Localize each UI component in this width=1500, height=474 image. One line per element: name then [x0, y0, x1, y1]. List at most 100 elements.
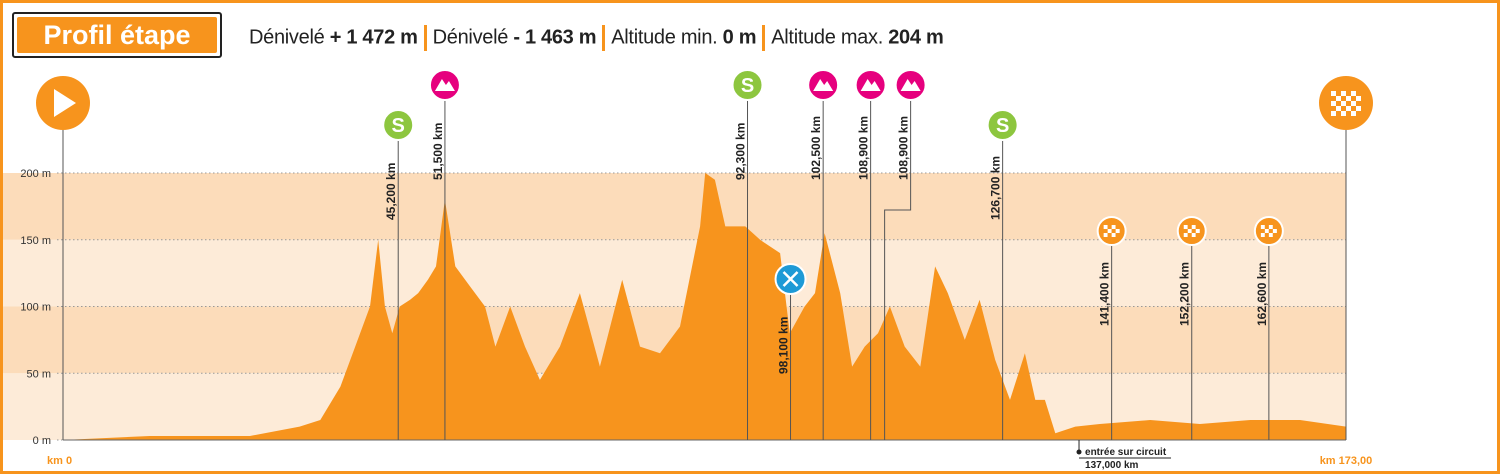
checker	[1351, 111, 1356, 116]
mountain-glyph	[813, 79, 834, 91]
icon-sprint	[382, 109, 415, 141]
stat-label: Altitude max.	[771, 26, 883, 49]
checker	[1268, 233, 1273, 237]
food-glyph	[782, 271, 799, 287]
checker	[1187, 229, 1192, 233]
start-arrow	[54, 89, 76, 117]
marker-label: 141,400 km	[1098, 262, 1112, 326]
band	[3, 239, 1346, 307]
checker	[1191, 225, 1196, 229]
checker	[1183, 225, 1188, 229]
x-start-label: km 0	[47, 455, 72, 467]
checker	[1331, 101, 1336, 106]
marker-label: 92,300 km	[734, 123, 748, 180]
x-end-label: km 173,00	[1320, 455, 1373, 467]
stat-value: 0 m	[722, 26, 757, 49]
checker	[1107, 229, 1112, 233]
annotation-km: 137,000 km	[1085, 460, 1138, 471]
checker	[1264, 233, 1269, 237]
checker	[1331, 111, 1336, 116]
sprint-symbol: S	[741, 75, 754, 97]
y-tick-label: 200 m	[20, 168, 51, 180]
checker	[1351, 91, 1356, 96]
stat-label: Altitude min.	[611, 26, 718, 49]
band	[3, 173, 1346, 240]
marker-label: 152,200 km	[1178, 262, 1192, 326]
checker	[1356, 106, 1361, 111]
checker	[1336, 106, 1341, 111]
checker	[1264, 225, 1269, 229]
checker	[1195, 233, 1200, 237]
stats: Dénivelé + 1 472 m Dénivelé - 1 463 m Alti…	[249, 25, 944, 51]
marker-label: 98,100 km	[777, 317, 791, 374]
checker	[1341, 111, 1346, 116]
mountain-glyph	[434, 79, 455, 91]
checker	[1191, 229, 1196, 233]
checker	[1115, 229, 1120, 233]
y-tick-label: 50 m	[27, 368, 51, 380]
checker	[1187, 225, 1192, 229]
checker	[1111, 225, 1116, 229]
checker	[1183, 229, 1188, 233]
checker	[1195, 229, 1200, 233]
checker	[1356, 96, 1361, 101]
checker	[1195, 225, 1200, 229]
checker	[1272, 229, 1277, 233]
marker-label: 102,500 km	[809, 116, 823, 180]
stat-value: + 1 472 m	[329, 26, 418, 49]
checker	[1336, 96, 1341, 101]
chart: 0 m 50 m 100 m 150 m 200 m km 0 km 173,00 S 45,2…	[3, 69, 1373, 471]
checker	[1107, 225, 1112, 229]
checker	[1187, 233, 1192, 237]
checker	[1331, 91, 1336, 96]
checker	[1351, 101, 1356, 106]
checker	[1111, 229, 1116, 233]
separator	[423, 25, 427, 51]
marker-label: 162,600 km	[1255, 262, 1269, 326]
checker	[1272, 225, 1277, 229]
checker	[1341, 101, 1346, 106]
mountain-glyph	[900, 79, 921, 91]
stat-value: 204 m	[888, 26, 944, 49]
marker-label: 126,700 km	[989, 156, 1003, 220]
y-tick-label: 150 m	[20, 235, 51, 247]
checker	[1260, 233, 1265, 237]
icon-sprint	[731, 69, 764, 101]
stat-label: Dénivelé	[432, 26, 509, 49]
checker	[1264, 229, 1269, 233]
stat-label: Dénivelé	[249, 26, 325, 49]
checker	[1111, 233, 1116, 237]
checker	[1346, 96, 1351, 101]
checker	[1103, 225, 1108, 229]
checker	[1260, 229, 1265, 233]
mountain-glyph	[860, 79, 881, 91]
y-tick-label: 100 m	[20, 302, 51, 314]
checker	[1115, 233, 1120, 237]
title-box: Profil étape	[12, 12, 222, 58]
checker	[1268, 229, 1273, 233]
separator	[762, 25, 766, 51]
marker-label: 108,900 km	[857, 116, 871, 180]
checker	[1268, 225, 1273, 229]
checker	[1346, 106, 1351, 111]
checker	[1183, 233, 1188, 237]
elevation-area	[63, 173, 1346, 440]
annotation-text: entrée sur circuit	[1085, 447, 1167, 458]
checker	[1103, 229, 1108, 233]
icon-sprint	[986, 109, 1019, 141]
sprint-symbol: S	[392, 115, 405, 137]
sprint-symbol: S	[996, 115, 1009, 137]
stat-value: - 1 463 m	[513, 26, 597, 49]
checker	[1107, 233, 1112, 237]
marker-label: 45,200 km	[384, 163, 398, 220]
checker	[1115, 225, 1120, 229]
marker-label: 51,500 km	[431, 123, 445, 180]
title: Profil étape	[17, 17, 217, 53]
checker	[1341, 91, 1346, 96]
marker-line	[884, 85, 912, 440]
checker	[1103, 233, 1108, 237]
marker-label: 108,900 km	[897, 116, 911, 180]
separator	[602, 25, 606, 51]
y-tick-label: 0 m	[33, 435, 51, 447]
